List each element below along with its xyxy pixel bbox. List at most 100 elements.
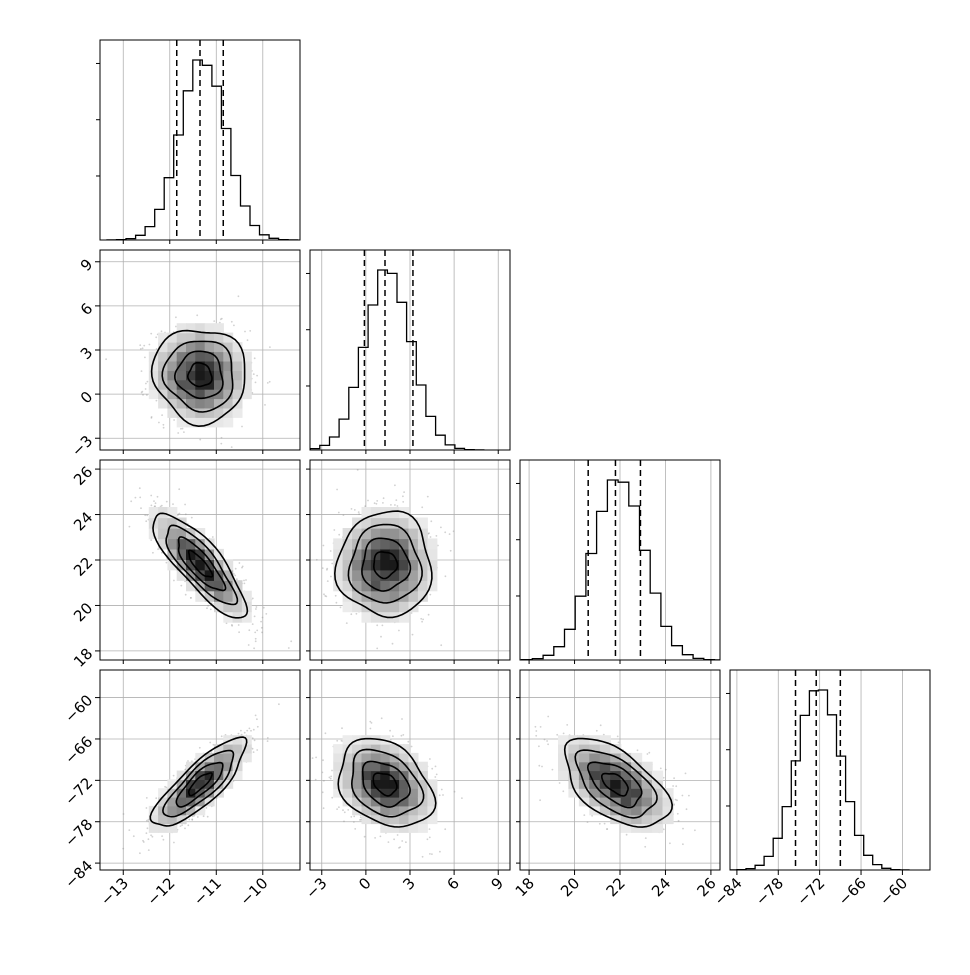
sample-point bbox=[429, 594, 431, 596]
sample-point bbox=[185, 513, 187, 515]
density-cell bbox=[177, 333, 187, 343]
sample-point bbox=[262, 617, 264, 619]
density-cell bbox=[380, 591, 390, 602]
sample-point bbox=[158, 422, 160, 424]
sample-point bbox=[163, 471, 165, 473]
sample-point bbox=[380, 836, 382, 838]
sample-point bbox=[322, 567, 324, 569]
sample-point bbox=[146, 394, 148, 396]
sample-point bbox=[359, 819, 361, 821]
sample-point bbox=[184, 504, 186, 506]
sample-point bbox=[253, 647, 255, 649]
sample-point bbox=[325, 596, 327, 598]
sample-point bbox=[376, 624, 378, 626]
sample-point bbox=[187, 824, 189, 826]
sample-point bbox=[123, 813, 125, 815]
density-cell bbox=[223, 744, 233, 753]
sample-point bbox=[173, 842, 175, 844]
sample-point bbox=[371, 722, 373, 724]
sample-point bbox=[233, 325, 235, 327]
sample-point bbox=[122, 848, 124, 850]
sample-point bbox=[221, 437, 223, 439]
sample-point bbox=[139, 497, 141, 499]
sample-point bbox=[399, 846, 401, 848]
sample-point bbox=[233, 573, 235, 575]
sample-point bbox=[255, 382, 257, 384]
density-cell bbox=[149, 370, 159, 380]
sample-point bbox=[435, 766, 437, 768]
sample-point bbox=[155, 797, 157, 799]
sample-point bbox=[316, 559, 318, 561]
sample-point bbox=[145, 520, 147, 522]
sample-point bbox=[256, 630, 258, 632]
sample-point bbox=[395, 499, 397, 501]
sample-point bbox=[331, 563, 333, 565]
sample-point bbox=[341, 727, 343, 729]
density-cell bbox=[371, 559, 381, 570]
sample-point bbox=[323, 593, 325, 595]
sample-point bbox=[350, 613, 352, 615]
sample-point bbox=[343, 821, 345, 823]
sample-point bbox=[403, 491, 405, 493]
sample-point bbox=[163, 839, 165, 841]
density-cell bbox=[223, 399, 233, 409]
sample-point bbox=[249, 330, 251, 332]
density-cell bbox=[380, 559, 390, 570]
sample-point bbox=[175, 326, 177, 328]
sample-point bbox=[388, 841, 390, 843]
sample-point bbox=[427, 496, 429, 498]
sample-point bbox=[402, 734, 404, 736]
sample-point bbox=[144, 514, 146, 516]
sample-point bbox=[187, 464, 189, 466]
sample-point bbox=[253, 729, 255, 731]
sample-point bbox=[161, 414, 163, 416]
sample-point bbox=[253, 751, 255, 753]
sample-point bbox=[323, 780, 325, 782]
sample-point bbox=[442, 794, 444, 796]
sample-point bbox=[269, 346, 271, 348]
density-cell bbox=[343, 797, 353, 806]
density-cell bbox=[418, 591, 428, 602]
density-cell bbox=[371, 788, 381, 797]
density-cell bbox=[242, 753, 252, 762]
sample-point bbox=[407, 741, 409, 743]
sample-point bbox=[148, 849, 150, 851]
sample-point bbox=[255, 638, 257, 640]
sample-point bbox=[244, 583, 246, 585]
sample-point bbox=[445, 575, 447, 577]
sample-point bbox=[164, 786, 166, 788]
sample-point bbox=[382, 625, 384, 627]
sample-point bbox=[394, 504, 396, 506]
sample-point bbox=[428, 614, 430, 616]
sample-point bbox=[397, 834, 399, 836]
sample-point bbox=[142, 394, 144, 396]
sample-point bbox=[267, 737, 269, 739]
sample-point bbox=[327, 580, 329, 582]
sample-point bbox=[411, 746, 413, 748]
sample-point bbox=[145, 383, 147, 385]
sample-point bbox=[397, 505, 399, 507]
sample-point bbox=[392, 735, 394, 737]
sample-point bbox=[235, 568, 237, 570]
sample-point bbox=[141, 392, 143, 394]
sample-point bbox=[255, 608, 257, 610]
density-cell bbox=[186, 342, 196, 352]
sample-point bbox=[265, 613, 267, 615]
sample-point bbox=[182, 428, 184, 430]
density-cell bbox=[380, 570, 390, 581]
sample-point bbox=[269, 381, 271, 383]
density-cell bbox=[233, 380, 243, 390]
sample-point bbox=[239, 562, 241, 564]
sample-point bbox=[401, 735, 403, 737]
sample-point bbox=[354, 828, 356, 830]
density-cell bbox=[195, 370, 205, 380]
sample-point bbox=[150, 333, 152, 335]
sample-point bbox=[236, 578, 238, 580]
sample-point bbox=[221, 735, 223, 737]
sample-point bbox=[196, 314, 198, 316]
density-cell bbox=[343, 601, 353, 612]
density-cell bbox=[195, 408, 205, 418]
panel-3-0 bbox=[122, 703, 280, 854]
sample-point bbox=[256, 606, 258, 608]
sample-point bbox=[192, 816, 194, 818]
